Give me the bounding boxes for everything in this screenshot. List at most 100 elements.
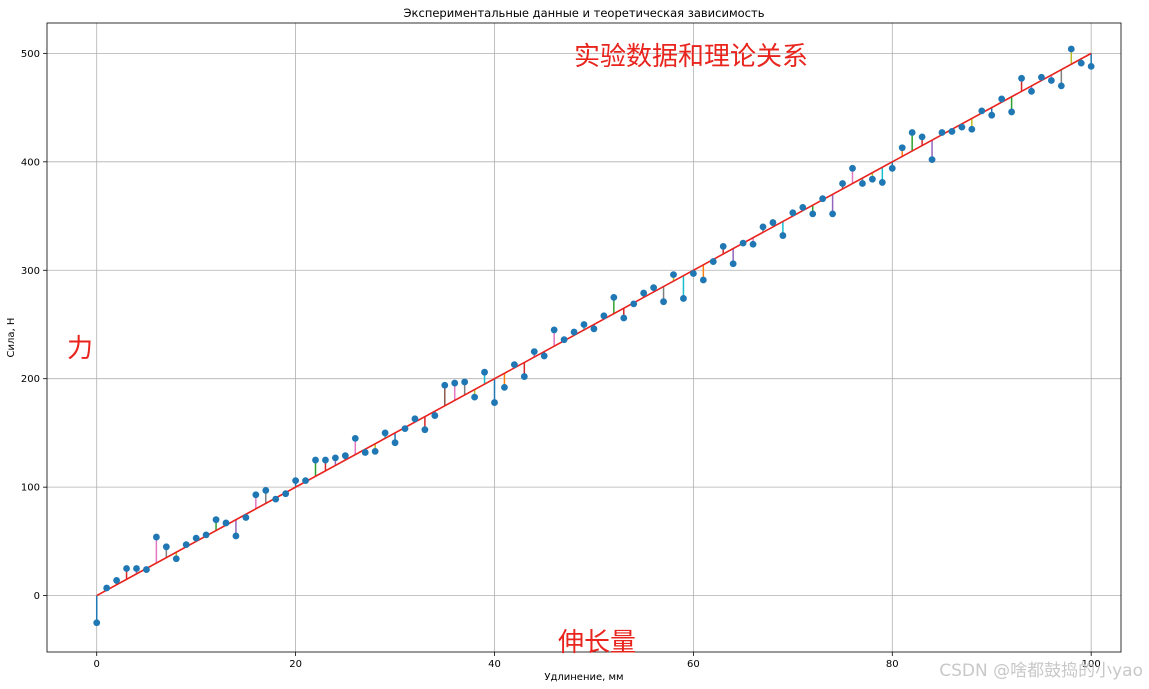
y-tick-label: 100 [21,483,40,494]
data-point [988,111,996,119]
data-point [411,415,419,423]
data-point [381,429,389,437]
data-point [600,312,608,320]
data-point [103,584,111,592]
data-point [809,210,817,218]
data-point [1018,74,1025,82]
data-point [759,223,767,231]
watermark: CSDN @啥都鼓捣的小yao [939,661,1143,681]
data-point [1067,45,1075,53]
data-point [769,219,777,226]
y-ticks: 0 100 200 300 400 500 [21,49,47,602]
data-point [620,314,628,322]
data-point [242,514,250,521]
data-point [510,361,518,369]
data-point [93,619,101,627]
data-point [888,164,896,172]
y-tick-label: 400 [21,157,40,168]
data-point [312,456,319,464]
data-point [401,425,409,432]
data-point [232,532,240,540]
data-point [1087,62,1095,70]
data-point [859,180,866,187]
data-point [202,531,210,539]
data-point [1057,82,1065,90]
x-ticks: 0 20 40 60 80 100 [94,652,1101,670]
data-point [739,239,747,247]
x-tick-label: 40 [488,659,501,670]
data-point [550,326,558,334]
data-point [749,240,757,248]
data-point [998,95,1006,103]
data-point [162,543,170,551]
data-point [212,516,220,524]
data-point [898,144,906,152]
data-point [262,487,270,494]
data-point [590,325,598,333]
data-point [779,232,787,239]
data-point [699,276,707,284]
data-point [222,519,230,527]
data-point [958,123,966,131]
data-point [849,164,856,172]
data-point [113,577,121,584]
data-point [361,449,369,456]
data-point [640,289,648,297]
data-point [839,180,846,187]
data-point [799,203,807,211]
data-point [948,128,956,135]
x-tick-label: 100 [1082,659,1101,670]
data-point [689,270,697,277]
data-point [1047,77,1055,84]
data-point [172,555,180,563]
data-point [978,107,986,115]
x-tick-label: 20 [289,659,302,670]
data-point [918,133,926,141]
data-point [1038,73,1045,81]
data-point [968,125,976,133]
data-point [441,381,449,389]
data-point [938,129,946,136]
data-point [182,541,190,549]
data-point [331,454,339,462]
data-point [322,456,329,464]
data-point [292,477,300,485]
x-tick-label: 60 [687,659,700,670]
data-point [252,491,260,499]
data-point [928,156,936,164]
data-point [133,565,140,572]
x-tick-label: 80 [886,659,899,670]
data-point [829,210,837,218]
data-point [272,495,280,503]
bottom-annotation: 伸长量 [558,628,637,658]
data-point [530,348,538,355]
data-point [650,284,658,292]
y-tick-label: 300 [21,266,40,277]
data-point [302,477,309,485]
data-point [868,175,876,183]
data-point [282,490,290,498]
theory-line-group [96,52,1092,597]
data-point [431,412,439,419]
data-points [93,45,1095,627]
data-point [660,298,667,306]
data-point [520,373,528,380]
data-point [152,533,160,541]
data-point [540,352,548,360]
data-point [123,565,130,572]
data-point [729,260,737,268]
data-point [630,300,638,308]
data-point [670,271,677,278]
data-point [491,399,498,406]
data-point [1077,59,1085,67]
data-point [560,336,568,344]
data-point [471,393,479,401]
data-point [878,179,886,186]
data-point [501,383,508,391]
data-point [341,452,349,460]
data-point [391,439,399,447]
x-axis-label: Удлинение, мм [544,672,623,683]
data-point [580,321,588,328]
data-point [570,328,578,336]
data-point [1028,87,1035,95]
